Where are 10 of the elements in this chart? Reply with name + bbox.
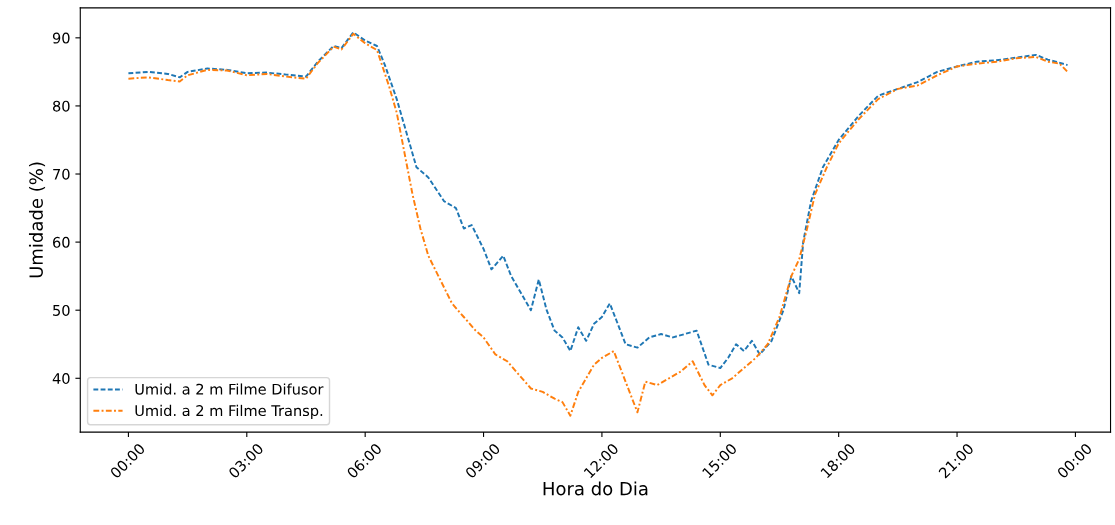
y-tick-label: 80 [52, 100, 70, 112]
x-axis-title: Hora do Dia [543, 481, 648, 496]
legend-label: Umid. a 2 m Filme Difusor [135, 383, 324, 395]
y-tick-label: 40 [52, 373, 70, 385]
y-tick-label: 70 [53, 168, 70, 180]
y-tick-label: 90 [52, 32, 70, 44]
y-tick-label: 60 [53, 236, 70, 248]
y-axis-title: Umidade (%) [28, 162, 46, 278]
legend-label: Umid. a 2 m Filme Transp. [135, 404, 323, 419]
y-tick-label: 50 [53, 304, 70, 316]
